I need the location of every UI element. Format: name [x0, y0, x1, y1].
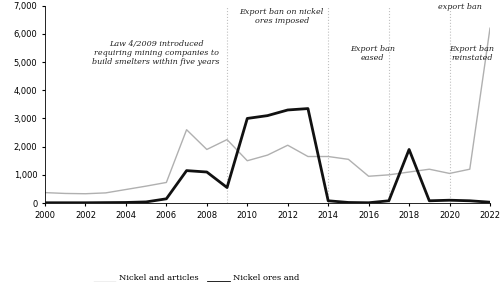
Text: Indonesia sued by EU
at WTO over total
export ban: Indonesia sued by EU at WTO over total e… [416, 0, 500, 11]
Text: Export ban
eased: Export ban eased [350, 45, 395, 62]
Legend: Nickel and articles
thereof (HS 75), Nickel ores and
concentrates (HS 2604): Nickel and articles thereof (HS 75), Nic… [90, 270, 338, 282]
Text: Export ban
reinstated: Export ban reinstated [450, 45, 494, 62]
Text: Export ban on nickel
ores imposed: Export ban on nickel ores imposed [240, 8, 324, 25]
Text: Law 4/2009 introduced
requiring mining companies to
build smelters within five y: Law 4/2009 introduced requiring mining c… [92, 40, 220, 66]
